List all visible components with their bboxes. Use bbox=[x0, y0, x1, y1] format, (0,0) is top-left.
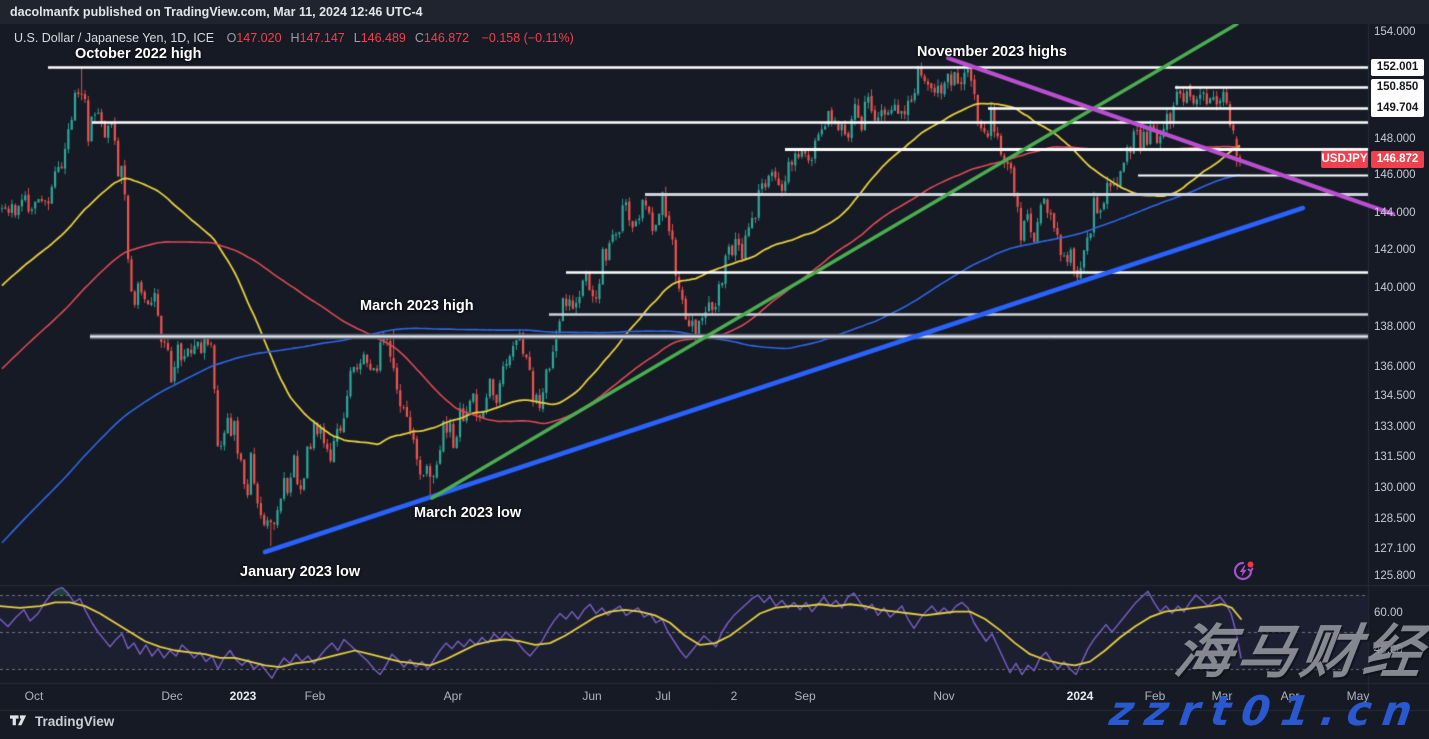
price-line-label: 149.704 bbox=[1371, 99, 1424, 117]
publish-info-bar: dacolmanfx published on TradingView.com,… bbox=[0, 0, 1429, 24]
chart-annotation[interactable]: January 2023 low bbox=[240, 564, 361, 580]
price-tick-label: 128.500 bbox=[1374, 513, 1416, 526]
price-tick-label: 136.000 bbox=[1374, 360, 1416, 373]
watermark-url: zzrt01.cn bbox=[1107, 687, 1427, 735]
watermark-cjk: 海马财经 bbox=[1170, 618, 1429, 686]
price-tick-label: 130.000 bbox=[1374, 482, 1416, 495]
time-axis-label: Apr bbox=[1280, 689, 1300, 703]
price-tick-label: 127.100 bbox=[1374, 542, 1416, 555]
tradingview-logo[interactable]: TradingView bbox=[10, 714, 114, 729]
price-tick-label: 148.000 bbox=[1374, 132, 1416, 145]
time-axis-label: 2024 bbox=[1066, 689, 1094, 703]
chart-annotation[interactable]: March 2023 low bbox=[414, 505, 522, 521]
price-tick-label: 125.800 bbox=[1374, 570, 1416, 583]
publish-info-text: dacolmanfx published on TradingView.com,… bbox=[10, 5, 423, 19]
tradingview-logo-icon bbox=[10, 714, 27, 725]
last-price-value-label: 146.872 bbox=[1371, 150, 1424, 168]
symbol-legend[interactable]: U.S. Dollar / Japanese Yen, 1D, ICE O147… bbox=[14, 31, 574, 45]
time-axis-label: Feb bbox=[304, 689, 326, 703]
ohlc-C: C146.872 bbox=[414, 31, 470, 45]
chart-annotation[interactable]: November 2023 highs bbox=[917, 44, 1067, 60]
symbol-title[interactable]: U.S. Dollar / Japanese Yen, 1D, ICE bbox=[14, 31, 215, 45]
price-tick-label: 133.000 bbox=[1374, 420, 1416, 433]
ohlc-H: H147.147 bbox=[290, 31, 345, 45]
chart-annotation[interactable]: October 2022 high bbox=[75, 46, 202, 62]
price-line-label: 150.850 bbox=[1371, 78, 1424, 96]
indicator-tick-label: 60.00 bbox=[1374, 607, 1403, 619]
time-axis-label: Jul bbox=[655, 689, 671, 703]
notification-dot bbox=[1247, 561, 1254, 568]
lightning-bolt-glyph bbox=[1239, 565, 1247, 577]
ohlc-L: L146.489 bbox=[353, 31, 406, 45]
time-axis-label: May bbox=[1346, 689, 1370, 703]
price-tick-label: 140.000 bbox=[1374, 282, 1416, 295]
price-tick-label: 131.500 bbox=[1374, 451, 1416, 464]
price-tick-label: 146.000 bbox=[1374, 169, 1416, 182]
price-tick-label: 144.000 bbox=[1374, 206, 1416, 219]
last-price-symbol-label: USDJPY bbox=[1321, 150, 1368, 168]
time-axis-label: 2 bbox=[730, 689, 738, 703]
ohlc-values: O147.020 H147.147 L146.489 C146.872 bbox=[218, 31, 470, 45]
change-value: −0.158 (−0.11%) bbox=[481, 31, 574, 45]
indicator-tick-label: 40.00 bbox=[1374, 644, 1403, 656]
time-axis-label: Mar bbox=[1211, 689, 1233, 703]
time-axis-label: Jun bbox=[582, 689, 602, 703]
chart-annotation[interactable]: March 2023 high bbox=[360, 298, 474, 314]
time-axis-label: Apr bbox=[443, 689, 463, 703]
price-line-label: 152.001 bbox=[1371, 58, 1424, 76]
time-axis-label: Oct bbox=[24, 689, 44, 703]
price-tick-label: 138.000 bbox=[1374, 321, 1416, 334]
time-axis-label: Feb bbox=[1144, 689, 1166, 703]
time-axis-label: Dec bbox=[161, 689, 183, 703]
price-tick-label: 142.000 bbox=[1374, 244, 1416, 257]
price-tick-label: 134.500 bbox=[1374, 390, 1416, 403]
price-tick-label: 154.000 bbox=[1374, 25, 1416, 38]
replay-lightning-icon[interactable] bbox=[1231, 559, 1255, 583]
time-axis-label: Sep bbox=[794, 689, 816, 703]
ohlc-O: O147.020 bbox=[226, 31, 282, 45]
time-axis-label: Nov bbox=[933, 689, 955, 703]
tradingview-logo-text: TradingView bbox=[35, 714, 115, 729]
time-axis-label: 2023 bbox=[229, 689, 257, 703]
